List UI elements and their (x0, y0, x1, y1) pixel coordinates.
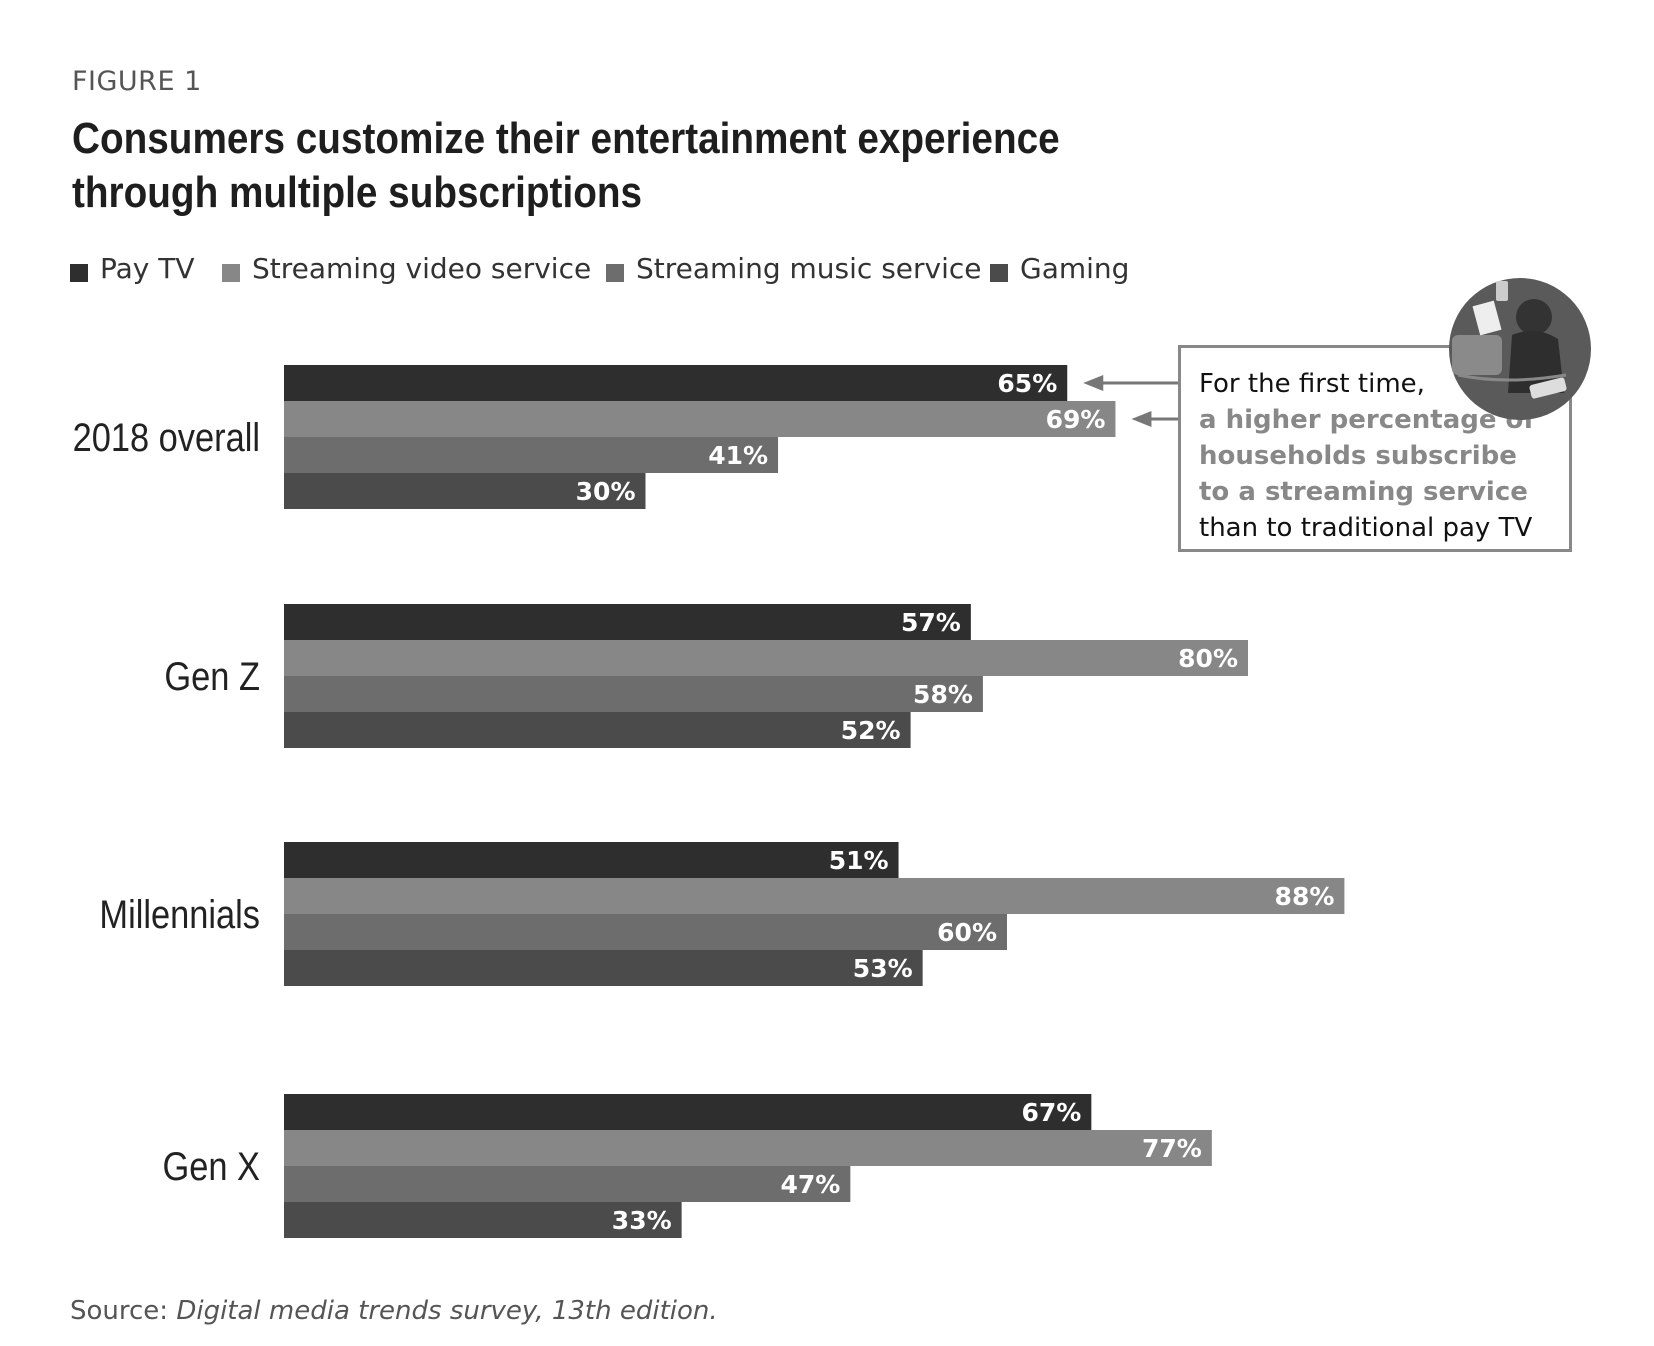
legend-label-gaming: Gaming (1020, 252, 1130, 285)
data-label-millennials-streaming-video-service: 88% (1275, 882, 1335, 911)
source-note: Source: Digital media trends survey, 13t… (70, 1296, 718, 1326)
bar-millennials-gaming (284, 950, 923, 986)
bar-2018-overall-streaming-music-service (284, 437, 779, 473)
bar-gen-z-streaming-video-service (284, 640, 1248, 676)
data-label-gen-x-streaming-music-service: 47% (781, 1170, 841, 1199)
data-label-2018-overall-streaming-video-service: 69% (1046, 405, 1106, 434)
category-label-millennials: Millennials (99, 892, 260, 937)
bar-gen-z-streaming-music-service (284, 676, 983, 712)
source-label: Source: (70, 1296, 177, 1326)
bar-group-gen-x: Gen X 67% 77% 47% 33% (162, 1094, 1212, 1238)
category-label-gen-x: Gen X (162, 1144, 260, 1189)
legend-swatch-pay-tv (70, 264, 88, 282)
bar-group-millennials: Millennials 51% 88% 60% 53% (99, 842, 1345, 986)
callout-arrow-pay-tv (1083, 375, 1178, 391)
data-label-2018-overall-streaming-music-service: 41% (708, 441, 768, 470)
bar-gen-x-streaming-video-service (284, 1130, 1212, 1166)
legend-label-streaming-music: Streaming music service (636, 252, 982, 285)
data-label-gen-z-gaming: 52% (841, 716, 901, 745)
bar-2018-overall-gaming (284, 473, 646, 509)
data-label-2018-overall-gaming: 30% (576, 477, 636, 506)
figure-label: FIGURE 1 (72, 66, 202, 97)
callout-line-2: a higher percentage of households subscr… (1199, 405, 1535, 507)
data-label-gen-z-streaming-music-service: 58% (913, 680, 973, 709)
data-label-gen-x-streaming-video-service: 77% (1142, 1134, 1202, 1163)
bar-gen-z-pay-tv (284, 604, 971, 640)
person-with-devices-illustration (1446, 275, 1594, 427)
callout-line-3: than to traditional pay TV (1199, 513, 1533, 543)
data-label-gen-x-gaming: 33% (612, 1206, 672, 1235)
bar-gen-x-streaming-music-service (284, 1166, 851, 1202)
data-label-millennials-streaming-music-service: 60% (937, 918, 997, 947)
callout-line-1: For the first time, (1199, 369, 1425, 399)
data-label-gen-z-pay-tv: 57% (901, 608, 961, 637)
data-label-millennials-pay-tv: 51% (829, 846, 889, 875)
category-label-2018-overall: 2018 overall (73, 415, 260, 460)
data-label-2018-overall-pay-tv: 65% (997, 369, 1057, 398)
bar-millennials-pay-tv (284, 842, 899, 878)
bar-gen-x-gaming (284, 1202, 682, 1238)
data-label-gen-z-streaming-video-service: 80% (1178, 644, 1238, 673)
data-label-gen-x-pay-tv: 67% (1022, 1098, 1082, 1127)
callout-arrow-streaming-video (1131, 411, 1178, 427)
bar-group-gen-z: Gen Z 57% 80% 58% 52% (164, 604, 1248, 748)
legend-label-pay-tv: Pay TV (100, 252, 195, 285)
bar-millennials-streaming-video-service (284, 878, 1345, 914)
source-title: Digital media trends survey, 13th editio… (176, 1296, 718, 1326)
bar-2018-overall-pay-tv (284, 365, 1068, 401)
illustration-icon (1449, 278, 1591, 420)
legend-swatch-streaming-music (606, 264, 624, 282)
chart-title: Consumers customize their entertainment … (72, 114, 1060, 217)
legend-swatch-gaming (990, 264, 1008, 282)
bar-gen-z-gaming (284, 712, 911, 748)
category-label-gen-z: Gen Z (164, 654, 260, 699)
bar-2018-overall-streaming-video-service (284, 401, 1116, 437)
bar-gen-x-pay-tv (284, 1094, 1092, 1130)
data-label-millennials-gaming: 53% (853, 954, 913, 983)
bar-group-2018-overall: 2018 overall 65% 69% 41% 30% (73, 365, 1116, 509)
bar-millennials-streaming-music-service (284, 914, 1007, 950)
legend-label-streaming-video: Streaming video service (252, 252, 592, 285)
legend-swatch-streaming-video (222, 264, 240, 282)
